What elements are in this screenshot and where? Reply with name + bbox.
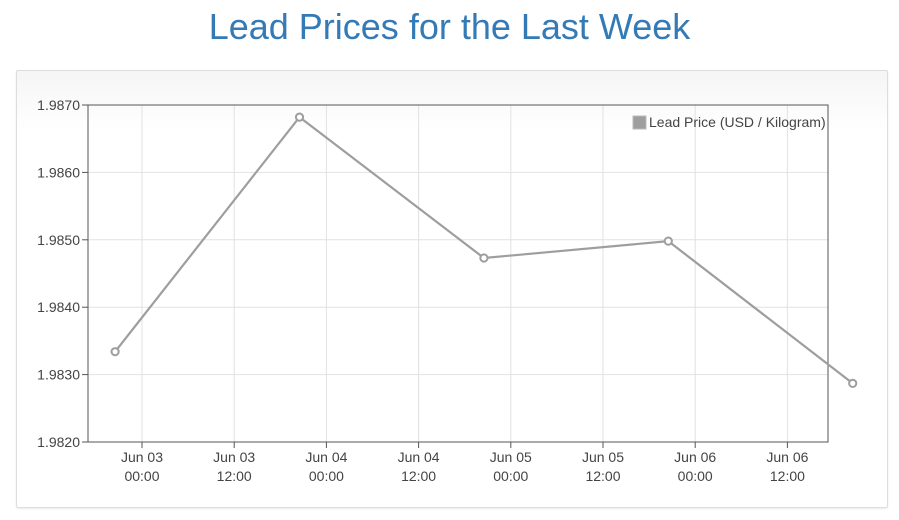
legend: Lead Price (USD / Kilogram) [632, 114, 826, 130]
legend-swatch [632, 115, 647, 130]
y-tick-label: 1.9850 [37, 232, 80, 248]
page-title: Lead Prices for the Last Week [208, 6, 691, 47]
x-tick-label-time: 00:00 [124, 468, 159, 484]
y-tick-label: 1.9840 [37, 299, 80, 315]
y-tick-label: 1.9860 [37, 164, 80, 180]
x-tick-label-date: Jun 04 [305, 449, 347, 465]
x-tick-label-time: 12:00 [217, 468, 252, 484]
y-axis: 1.9820 1.9830 1.9840 1.9850 1.9860 1.9870 [37, 97, 88, 450]
y-tick-label: 1.9830 [37, 367, 80, 383]
x-tick-label-date: Jun 04 [398, 449, 440, 465]
x-tick-label-date: Jun 03 [121, 449, 163, 465]
data-point[interactable] [663, 236, 673, 246]
data-point[interactable] [848, 378, 858, 388]
x-tick-label-date: Jun 03 [213, 449, 255, 465]
x-tick-label-time: 12:00 [401, 468, 436, 484]
x-tick-label-time: 00:00 [678, 468, 713, 484]
x-axis: Jun 03 00:00 Jun 03 12:00 Jun 04 00:00 Jun 04 1… [121, 442, 809, 484]
data-point[interactable] [479, 253, 489, 263]
x-tick-label-date: Jun 06 [766, 449, 808, 465]
x-tick-label-time: 00:00 [309, 468, 344, 484]
x-tick-label-time: 12:00 [585, 468, 620, 484]
series-line [114, 116, 854, 385]
y-tick-label: 1.9870 [37, 97, 80, 113]
lead-price-chart: 1.9820 1.9830 1.9840 1.9850 1.9860 1.9870 Jun… [37, 97, 858, 484]
data-point[interactable] [294, 112, 305, 122]
series-layer [110, 112, 858, 388]
x-tick-label-time: 12:00 [770, 468, 805, 484]
x-tick-label-time: 00:00 [493, 468, 528, 484]
x-tick-label-date: Jun 05 [582, 449, 624, 465]
chart-panel: 1.9820 1.9830 1.9840 1.9850 1.9860 1.9870 Jun… [16, 70, 888, 508]
data-point[interactable] [110, 347, 120, 357]
y-tick-label: 1.9820 [37, 434, 80, 450]
plot-area-border [87, 104, 829, 443]
x-tick-label-date: Jun 05 [490, 449, 532, 465]
x-tick-label-date: Jun 06 [674, 449, 716, 465]
legend-label: Lead Price (USD / Kilogram) [649, 114, 826, 130]
grid-lines [88, 104, 828, 443]
